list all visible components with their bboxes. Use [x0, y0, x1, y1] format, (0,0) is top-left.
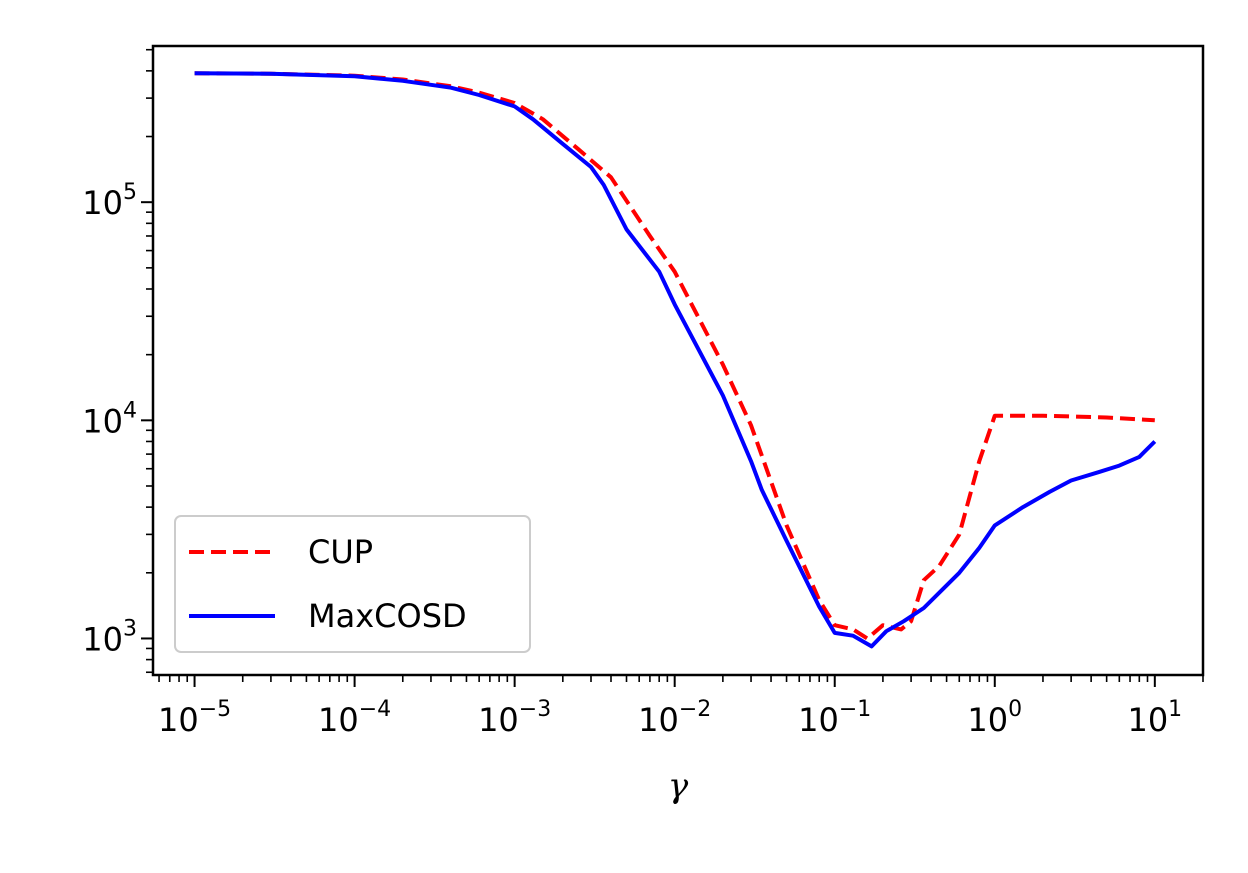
legend-label: MaxCOSD	[308, 597, 467, 635]
series-line-maxcosd	[194, 71, 1157, 649]
y-tick-label: 103	[82, 616, 137, 658]
y-tick-label: 105	[82, 180, 137, 222]
series-line-cup	[194, 71, 1155, 641]
series-lines	[194, 71, 1157, 649]
legend: CUP MaxCOSD	[174, 515, 531, 653]
plot-frame	[151, 44, 1205, 677]
major-ticks	[141, 201, 1156, 687]
x-axis-label: γ	[668, 766, 689, 806]
x-tick-label: 101	[1127, 697, 1182, 739]
x-tick-label: 10−3	[478, 697, 551, 739]
tick-labels: 10−5 10−4 10−3 10−2 10−1 100 101 103 104 105	[82, 180, 1182, 739]
x-tick-label: 10−2	[638, 697, 711, 739]
x-tick-label: 10−5	[158, 697, 231, 739]
x-tick-label: 10−1	[798, 697, 871, 739]
x-tick-label: 10−4	[318, 697, 391, 739]
y-tick-label: 104	[82, 398, 137, 440]
legend-label: CUP	[308, 533, 373, 571]
x-tick-label: 100	[967, 697, 1022, 739]
